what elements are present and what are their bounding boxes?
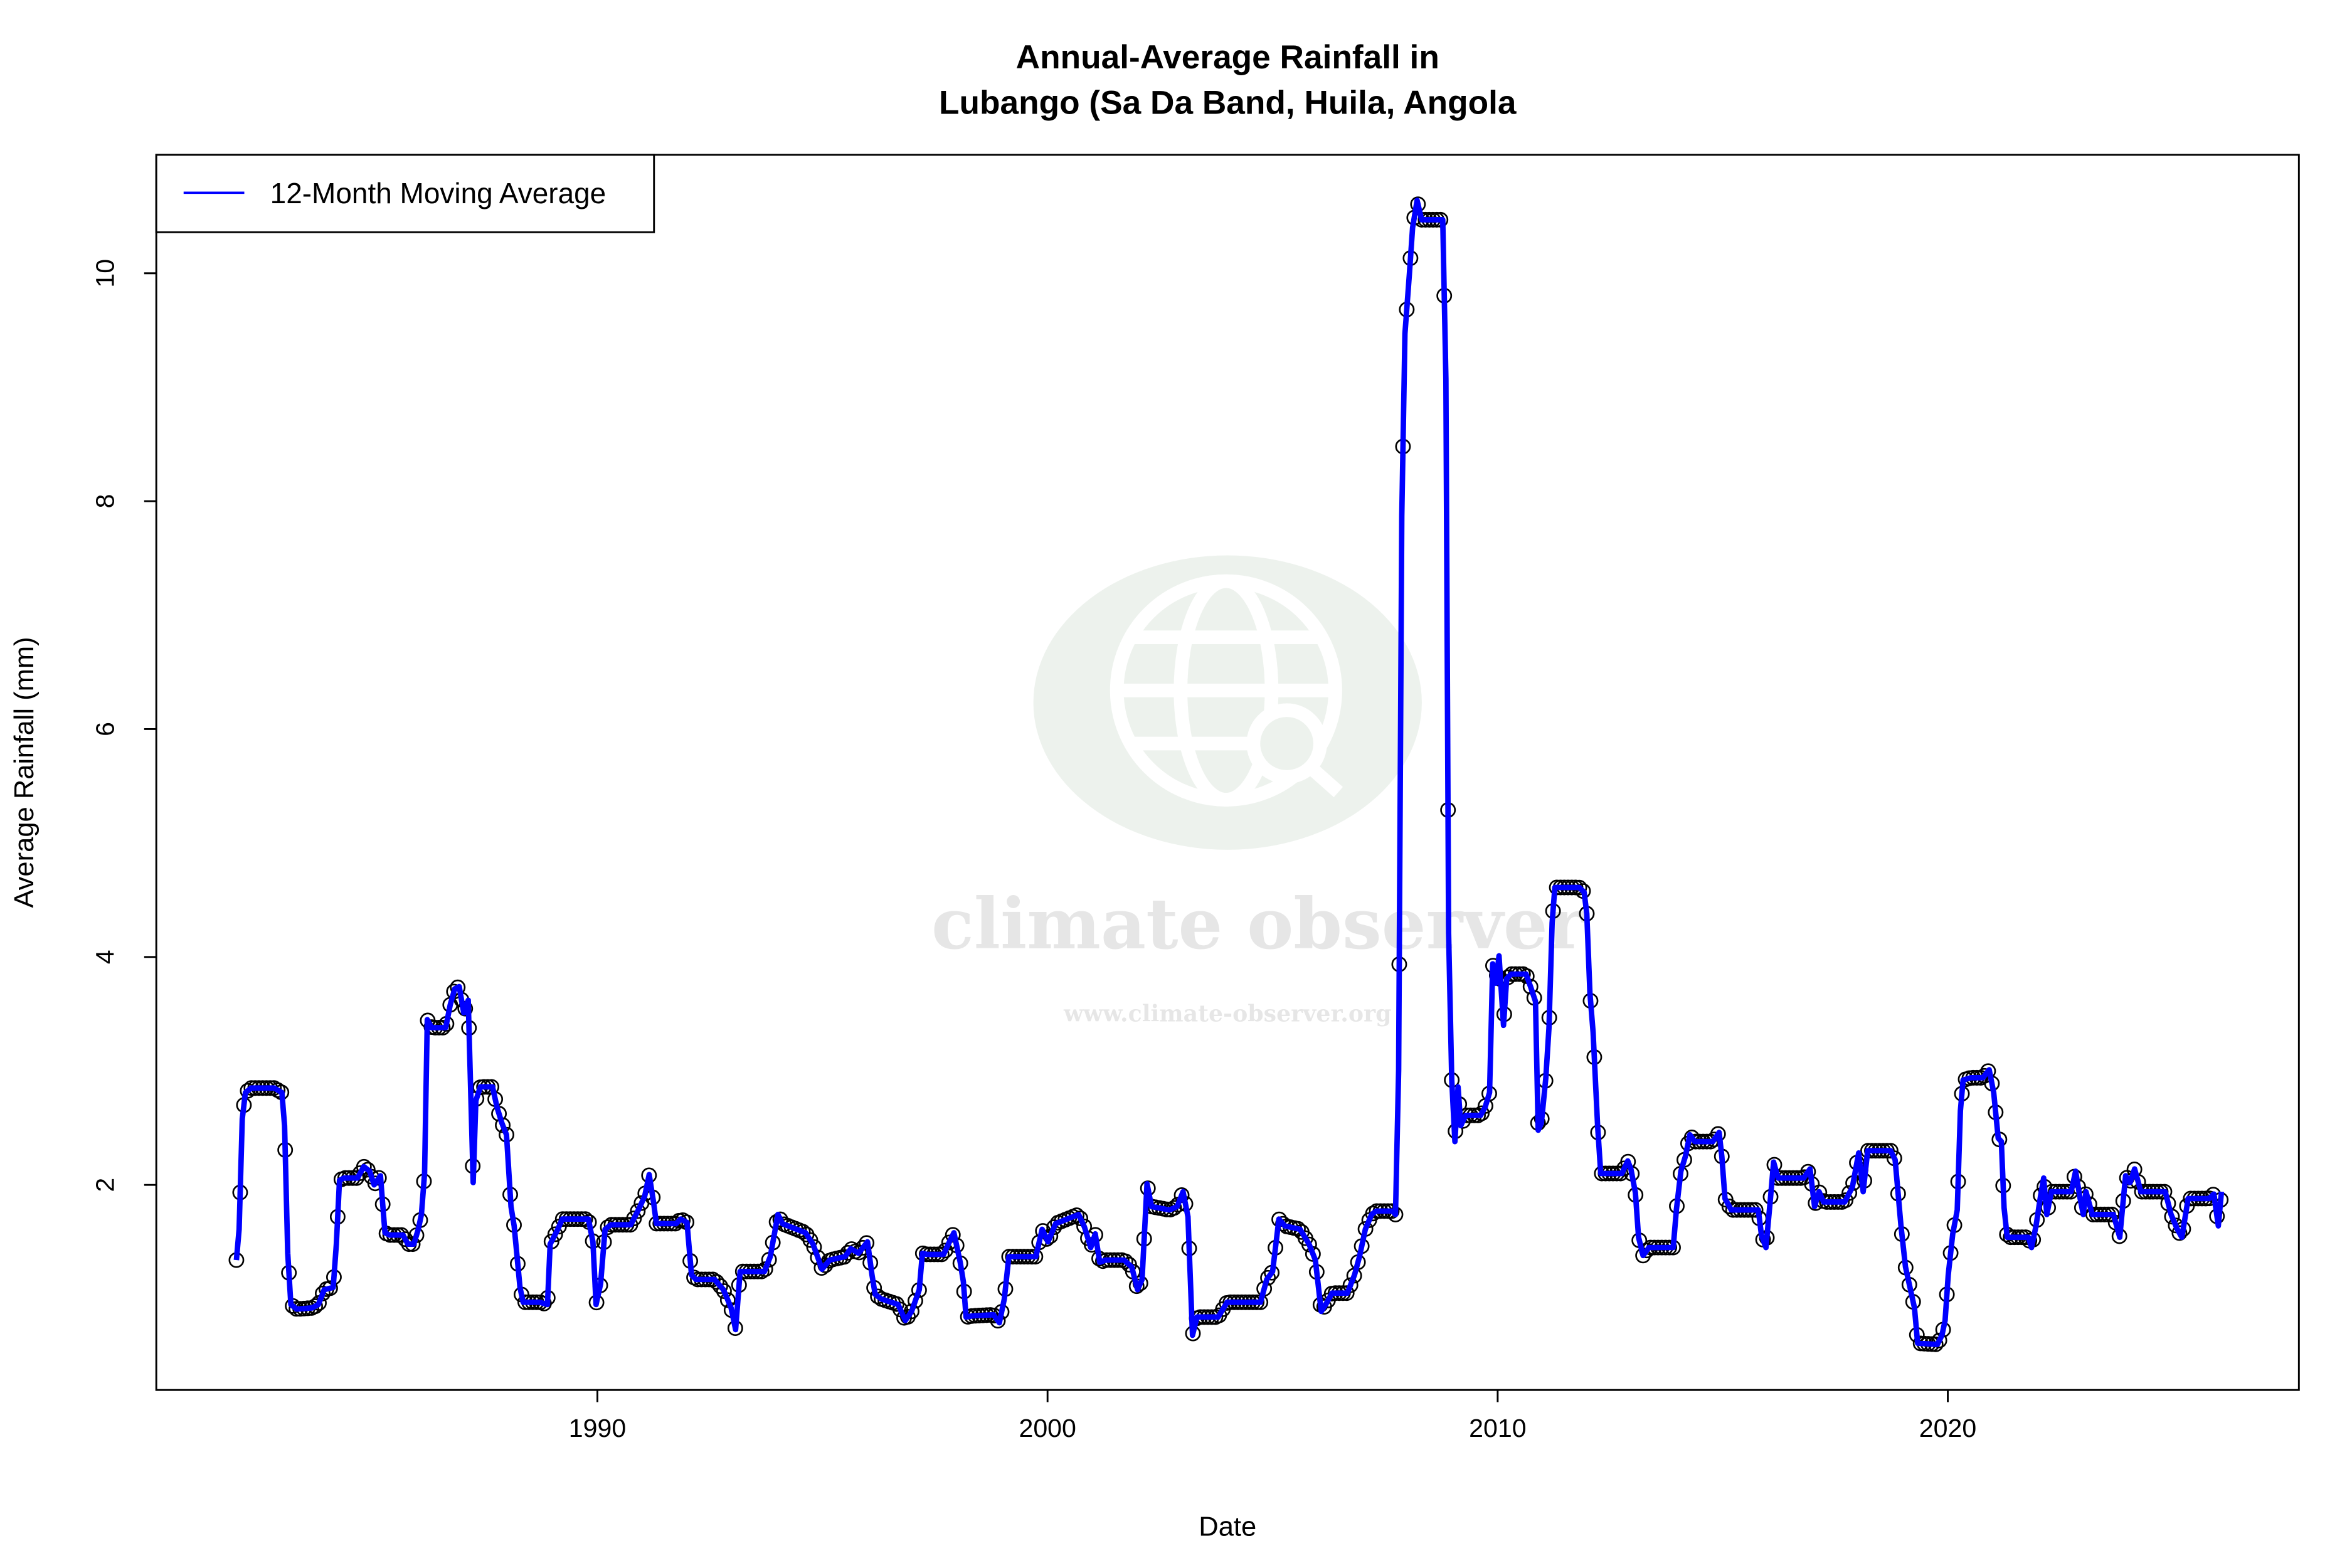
data-point-marker xyxy=(1683,1130,1700,1145)
watermark: climate observer www.climate-observer.or… xyxy=(931,555,1586,1027)
x-tick-label: 2000 xyxy=(1019,1414,1076,1443)
y-tick-label: 4 xyxy=(90,950,119,964)
data-point-marker xyxy=(712,1278,728,1295)
data-point-marker xyxy=(945,1227,961,1243)
y-axis-label: Average Rainfall (mm) xyxy=(9,637,40,908)
y-tick-label: 10 xyxy=(90,259,119,288)
data-point-marker xyxy=(2171,1225,2188,1241)
data-point-marker xyxy=(630,1203,646,1219)
data-point-marker xyxy=(626,1210,642,1227)
watermark-text: climate observer xyxy=(931,884,1586,965)
plot-frame xyxy=(155,154,2300,1391)
data-point-marker xyxy=(990,1313,1006,1329)
data-point-marker xyxy=(356,1158,372,1175)
moving-average-line xyxy=(233,198,2225,1347)
y-tick-label: 8 xyxy=(90,494,119,509)
data-point-marker xyxy=(1841,1185,1858,1201)
globe-search-icon xyxy=(1110,574,1343,807)
x-tick-label: 2010 xyxy=(1469,1414,1526,1443)
data-point-marker xyxy=(1931,1332,1947,1348)
data-point-marker xyxy=(547,1226,563,1242)
x-axis: 1990 2000 2010 2020 xyxy=(569,1390,1976,1443)
y-tick-label: 2 xyxy=(90,1178,119,1192)
data-point-marker xyxy=(1721,1199,1737,1214)
plot-area xyxy=(228,196,2229,1352)
y-axis: 2 4 6 8 10 xyxy=(90,259,157,1192)
x-tick-label: 1990 xyxy=(569,1414,626,1443)
chart-title-line1: Annual-Average Rainfall in xyxy=(1016,39,1439,76)
legend: 12-Month Moving Average xyxy=(155,154,655,233)
legend-entry: 12-Month Moving Average xyxy=(270,177,607,209)
x-axis-label: Date xyxy=(1199,1512,1256,1542)
y-tick-label: 6 xyxy=(90,722,119,736)
data-point-marker xyxy=(240,1083,256,1099)
chart-title-line2: Lubango (Sa Da Band, Huila, Angola xyxy=(939,84,1517,121)
watermark-url: www.climate-observer.org xyxy=(1063,1000,1392,1027)
x-tick-label: 2020 xyxy=(1919,1414,1976,1443)
